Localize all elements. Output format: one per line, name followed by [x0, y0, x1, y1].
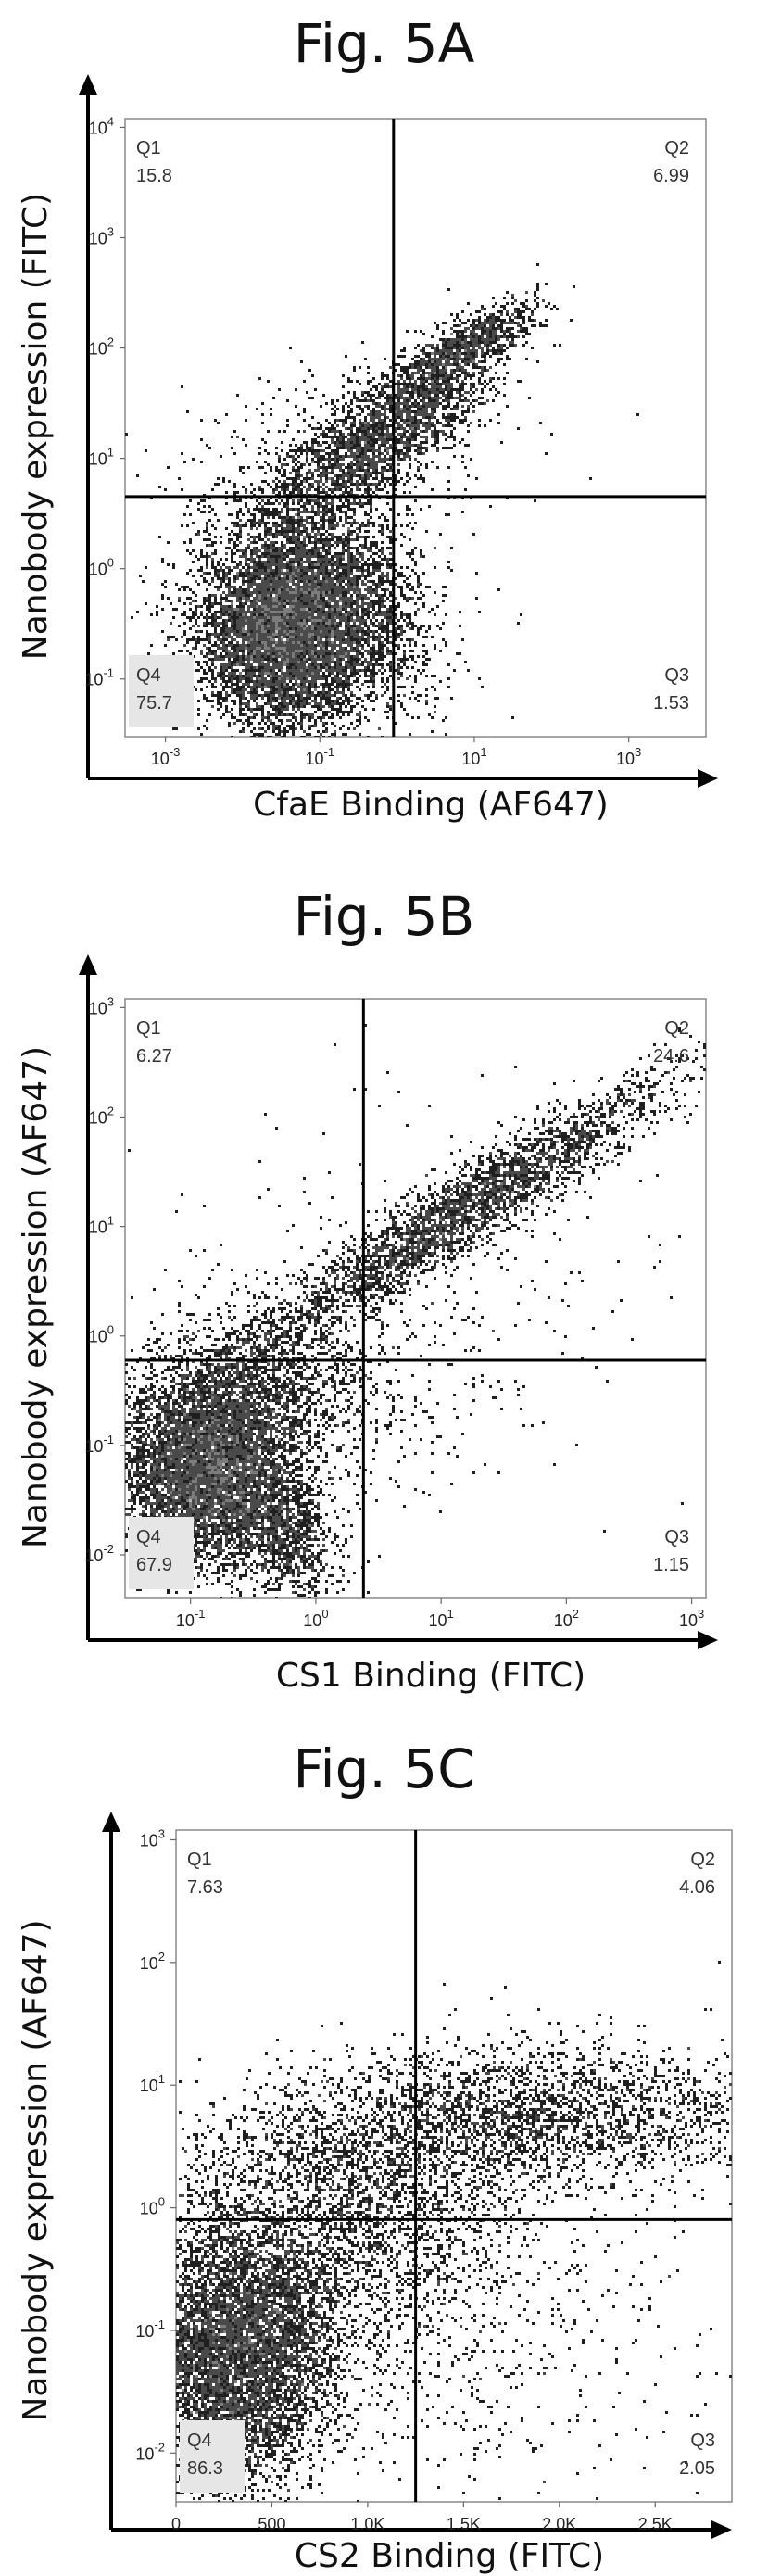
flow-cytometry-plot-b: Q1 6.27 Q2 24.6 Q3 1.15 Q4 67.9 10-1 100 101 102 103… [17, 954, 718, 1695]
y-tick-label: 104 [89, 114, 114, 137]
x-tick-label: 2.0K [542, 2515, 576, 2533]
quadrant-percentage: 15.8 [136, 166, 172, 186]
x-axis-arrowhead-icon [698, 769, 718, 788]
x-tick-label: 10-3 [151, 745, 181, 768]
y-axis-label: Nanobody expression (FITC) [17, 193, 55, 660]
y-tick-label: 102 [140, 1950, 165, 1973]
x-axis-arrowhead-icon [711, 2520, 732, 2539]
x-tick-label: 102 [554, 1607, 579, 1630]
event-density-cloud [125, 263, 639, 737]
y-tick-label: 102 [89, 1104, 114, 1127]
quadrant-percentage: 6.99 [653, 166, 689, 186]
density-level-2 [225, 333, 475, 722]
y-tick-label: 10-2 [84, 1542, 114, 1565]
quadrant-name: Q2 [664, 1018, 689, 1039]
x-tick-label: 1.5K [447, 2515, 481, 2533]
x-tick-label: 100 [303, 1607, 328, 1630]
y-tick-label: 101 [89, 446, 114, 469]
y-tick-label: 101 [140, 2072, 165, 2095]
event-density-cloud [125, 1024, 706, 1598]
x-tick-label: 103 [616, 745, 641, 768]
quadrant-percentage: 67.9 [136, 1555, 172, 1575]
quadrant-name: Q4 [136, 665, 161, 686]
figure-title: Fig. 5C [293, 1737, 475, 1800]
quadrant-percentage: 1.53 [653, 693, 689, 713]
x-tick-label: 10-1 [305, 745, 334, 768]
y-tick-label: 100 [89, 1323, 114, 1346]
quadrant-percentage: 4.06 [679, 1877, 715, 1898]
y-tick-label: 103 [89, 224, 114, 247]
x-tick-label: 2.5K [638, 2515, 673, 2533]
x-tick-label: 1.0K [350, 2515, 384, 2533]
x-tick-label: 101 [429, 1607, 454, 1630]
y-tick-label: 101 [89, 1214, 114, 1237]
x-tick-label: 0 [171, 2515, 181, 2533]
density-level-0 [125, 263, 639, 737]
quadrant-name: Q1 [136, 138, 161, 158]
y-axis-arrowhead-icon [102, 1812, 120, 1832]
density-level-0 [176, 1961, 732, 2502]
q4-label-background [129, 655, 194, 727]
figure-title: Fig. 5B [293, 885, 475, 948]
x-tick-label: 500 [258, 2515, 285, 2533]
quadrant-percentage: 7.63 [187, 1877, 223, 1898]
figure-panel-a: Fig. 5A Q1 15.8 Q2 6.99 Q3 1.53 Q4 75.7 10-3 10-1… [0, 0, 768, 834]
y-axis-arrowhead-icon [79, 74, 97, 95]
x-axis-label: CS1 Binding (FITC) [276, 1657, 585, 1695]
q4-label-background [129, 1517, 194, 1589]
event-density-cloud [176, 1961, 732, 2502]
figure-title: Fig. 5A [293, 12, 475, 75]
quadrant-name: Q3 [664, 665, 689, 686]
quadrant-name: Q1 [136, 1018, 161, 1039]
y-tick-label: 103 [89, 994, 114, 1017]
quadrant-percentage: 1.15 [653, 1555, 689, 1575]
y-tick-label: 103 [140, 1826, 165, 1850]
y-tick-label: 102 [89, 335, 114, 359]
quadrant-name: Q2 [664, 138, 689, 158]
x-tick-label: 10-1 [176, 1607, 206, 1630]
figure-panel-b: Fig. 5B Q1 6.27 Q2 24.6 Q3 1.15 Q4 67.9 10-1 100 1… [0, 862, 768, 1695]
quadrant-percentage: 6.27 [136, 1046, 172, 1067]
x-axis-label: CfaE Binding (AF647) [253, 786, 609, 824]
x-axis-arrowhead-icon [698, 1631, 718, 1649]
y-tick-label: 10-2 [135, 2440, 165, 2463]
quadrant-name: Q1 [187, 1850, 212, 1870]
quadrant-percentage: 75.7 [136, 693, 172, 713]
quadrant-name: Q3 [664, 1527, 689, 1547]
quadrant-name: Q3 [690, 2431, 715, 2451]
y-tick-label: 10-1 [135, 2317, 165, 2341]
quadrant-percentage: 24.6 [653, 1046, 689, 1067]
quadrant-percentage: 86.3 [187, 2458, 223, 2479]
x-tick-label: 103 [679, 1607, 704, 1630]
quadrant-percentage: 2.05 [679, 2458, 715, 2479]
y-tick-label: 100 [89, 556, 114, 579]
quadrant-name: Q4 [136, 1527, 161, 1547]
flow-cytometry-plot-a: Q1 15.8 Q2 6.99 Q3 1.53 Q4 75.7 10-3 10-1 101 103 10… [17, 74, 718, 824]
x-axis-label: CS2 Binding (FITC) [295, 2537, 604, 2575]
quadrant-name: Q4 [187, 2431, 212, 2451]
y-axis-label: Nanobody expression (AF647) [17, 1919, 55, 2421]
quadrant-name: Q2 [690, 1850, 715, 1870]
x-tick-label: 101 [461, 745, 486, 768]
figure-panel-c: Fig. 5C Q1 7.63 Q2 4.06 Q3 2.05 Q4 86.3 0 500 1.0K… [0, 1737, 768, 2575]
y-axis-label: Nanobody expression (AF647) [17, 1046, 55, 1548]
y-axis-arrowhead-icon [79, 954, 97, 975]
y-tick-label: 100 [140, 2195, 165, 2218]
flow-cytometry-plot-c: Q1 7.63 Q2 4.06 Q3 2.05 Q4 86.3 0 500 1.0K 1.5K 2.0K… [17, 1812, 733, 2575]
q4-label-background [180, 2420, 245, 2493]
